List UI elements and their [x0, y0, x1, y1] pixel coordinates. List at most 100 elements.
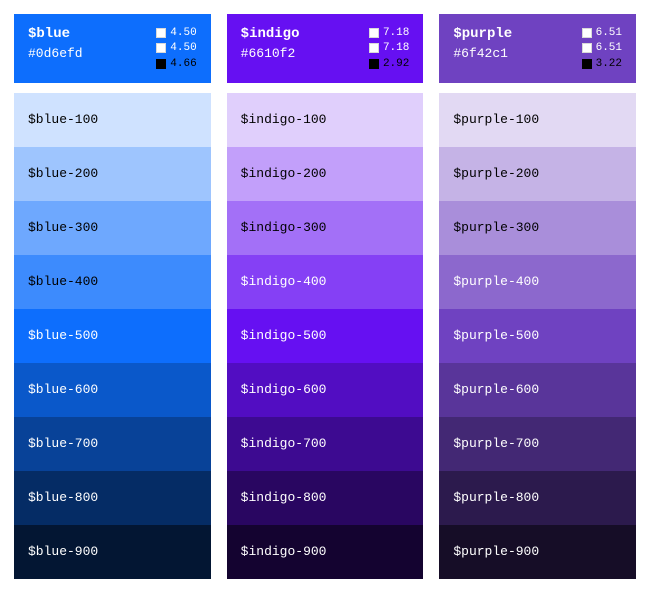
shade-label: $blue-700: [28, 436, 98, 451]
shade-row: $purple-500: [439, 309, 636, 363]
shade-label: $indigo-700: [241, 436, 327, 451]
palette-header: $blue #0d6efd 4.504.50 4.66: [14, 14, 211, 83]
shade-label: $blue-900: [28, 544, 98, 559]
shade-row: $blue-600: [14, 363, 211, 417]
palette-hex: #6610f2: [241, 46, 300, 61]
shade-row: $indigo-400: [227, 255, 424, 309]
palette-hex: #0d6efd: [28, 46, 83, 61]
shade-list: $purple-100 $purple-200 $purple-300 $purple…: [439, 93, 636, 579]
shade-label: $indigo-300: [241, 220, 327, 235]
shade-row: $indigo-100: [227, 93, 424, 147]
contrast-value: 4.66: [170, 57, 196, 71]
contrast-ratio: 3.22: [582, 57, 622, 71]
contrast-ratio: 7.18: [369, 26, 409, 40]
palette-header: $purple #6f42c1 6.516.51 3.22: [439, 14, 636, 83]
shade-row: $blue-900: [14, 525, 211, 579]
contrast-ratio: 6.51: [582, 41, 622, 55]
contrast-value: 6.51: [596, 26, 622, 40]
contrast-value: 7.18: [383, 26, 409, 40]
contrast-ratio: 7.18: [369, 41, 409, 55]
shade-row: $purple-900: [439, 525, 636, 579]
contrast-swatch: [582, 59, 592, 69]
shade-row: $indigo-900: [227, 525, 424, 579]
shade-row: $purple-700: [439, 417, 636, 471]
shade-label: $purple-100: [453, 112, 539, 127]
shade-row: $purple-600: [439, 363, 636, 417]
shade-label: $purple-700: [453, 436, 539, 451]
shade-row: $indigo-500: [227, 309, 424, 363]
shade-row: $indigo-200: [227, 147, 424, 201]
contrast-value: 4.50: [170, 41, 196, 55]
contrast-ratios: 6.516.51 3.22: [582, 26, 622, 71]
shade-row: $purple-200: [439, 147, 636, 201]
shade-row: $purple-300: [439, 201, 636, 255]
contrast-swatch: [582, 28, 592, 38]
shade-label: $purple-800: [453, 490, 539, 505]
shade-row: $blue-200: [14, 147, 211, 201]
shade-row: $purple-800: [439, 471, 636, 525]
shade-label: $blue-600: [28, 382, 98, 397]
shade-label: $indigo-600: [241, 382, 327, 397]
shade-label: $indigo-500: [241, 328, 327, 343]
shade-label: $purple-300: [453, 220, 539, 235]
contrast-ratio: 4.50: [156, 41, 196, 55]
contrast-ratios: 7.187.18 2.92: [369, 26, 409, 71]
contrast-ratios: 4.504.50 4.66: [156, 26, 196, 71]
shade-row: $indigo-800: [227, 471, 424, 525]
contrast-value: 6.51: [596, 41, 622, 55]
shade-label: $indigo-400: [241, 274, 327, 289]
palette-column: $purple#6f42c16.516.513.22$purple-100$pu…: [439, 14, 636, 579]
contrast-swatch: [582, 43, 592, 53]
shade-label: $blue-200: [28, 166, 98, 181]
shade-label: $blue-400: [28, 274, 98, 289]
shade-row: $indigo-700: [227, 417, 424, 471]
contrast-value: 4.50: [170, 26, 196, 40]
shade-row: $blue-400: [14, 255, 211, 309]
header-left: $blue #0d6efd: [28, 26, 83, 61]
shade-label: $indigo-900: [241, 544, 327, 559]
contrast-swatch: [156, 59, 166, 69]
shade-label: $purple-500: [453, 328, 539, 343]
contrast-value: 2.92: [383, 57, 409, 71]
shade-list: $indigo-100 $indigo-200 $indigo-300 $indigo…: [227, 93, 424, 579]
palette-column: $indigo#6610f27.187.182.92$indigo-100$in…: [227, 14, 424, 579]
palette-hex: #6f42c1: [453, 46, 512, 61]
shade-row: $purple-400: [439, 255, 636, 309]
shade-label: $blue-100: [28, 112, 98, 127]
contrast-swatch: [369, 28, 379, 38]
shade-label: $purple-900: [453, 544, 539, 559]
shade-label: $purple-200: [453, 166, 539, 181]
shade-row: $indigo-300: [227, 201, 424, 255]
contrast-swatch: [156, 28, 166, 38]
shade-label: $indigo-200: [241, 166, 327, 181]
shade-label: $blue-800: [28, 490, 98, 505]
palette-columns: $blue #0d6efd 4.504.50 4.66 $blue-100 $blue-2…: [14, 14, 636, 579]
contrast-swatch: [369, 59, 379, 69]
header-left: $indigo #6610f2: [241, 26, 300, 61]
shade-row: $blue-500: [14, 309, 211, 363]
shade-label: $indigo-800: [241, 490, 327, 505]
contrast-ratio: 4.66: [156, 57, 196, 71]
contrast-swatch: [369, 43, 379, 53]
contrast-value: 3.22: [596, 57, 622, 71]
contrast-value: 7.18: [383, 41, 409, 55]
contrast-ratio: 4.50: [156, 26, 196, 40]
shade-row: $purple-100: [439, 93, 636, 147]
shade-row: $blue-300: [14, 201, 211, 255]
palette-header: $indigo #6610f2 7.187.18 2.92: [227, 14, 424, 83]
shade-label: $purple-600: [453, 382, 539, 397]
shade-row: $blue-700: [14, 417, 211, 471]
palette-name: $blue: [28, 26, 83, 42]
shade-label: $blue-300: [28, 220, 98, 235]
shade-row: $blue-800: [14, 471, 211, 525]
shade-row: $indigo-600: [227, 363, 424, 417]
contrast-ratio: 2.92: [369, 57, 409, 71]
palette-name: $indigo: [241, 26, 300, 42]
contrast-swatch: [156, 43, 166, 53]
shade-list: $blue-100 $blue-200 $blue-300 $blue-400 $blu…: [14, 93, 211, 579]
shade-label: $indigo-100: [241, 112, 327, 127]
shade-row: $blue-100: [14, 93, 211, 147]
palette-name: $purple: [453, 26, 512, 42]
contrast-ratio: 6.51: [582, 26, 622, 40]
palette-column: $blue #0d6efd 4.504.50 4.66 $blue-100 $blue-2…: [14, 14, 211, 579]
